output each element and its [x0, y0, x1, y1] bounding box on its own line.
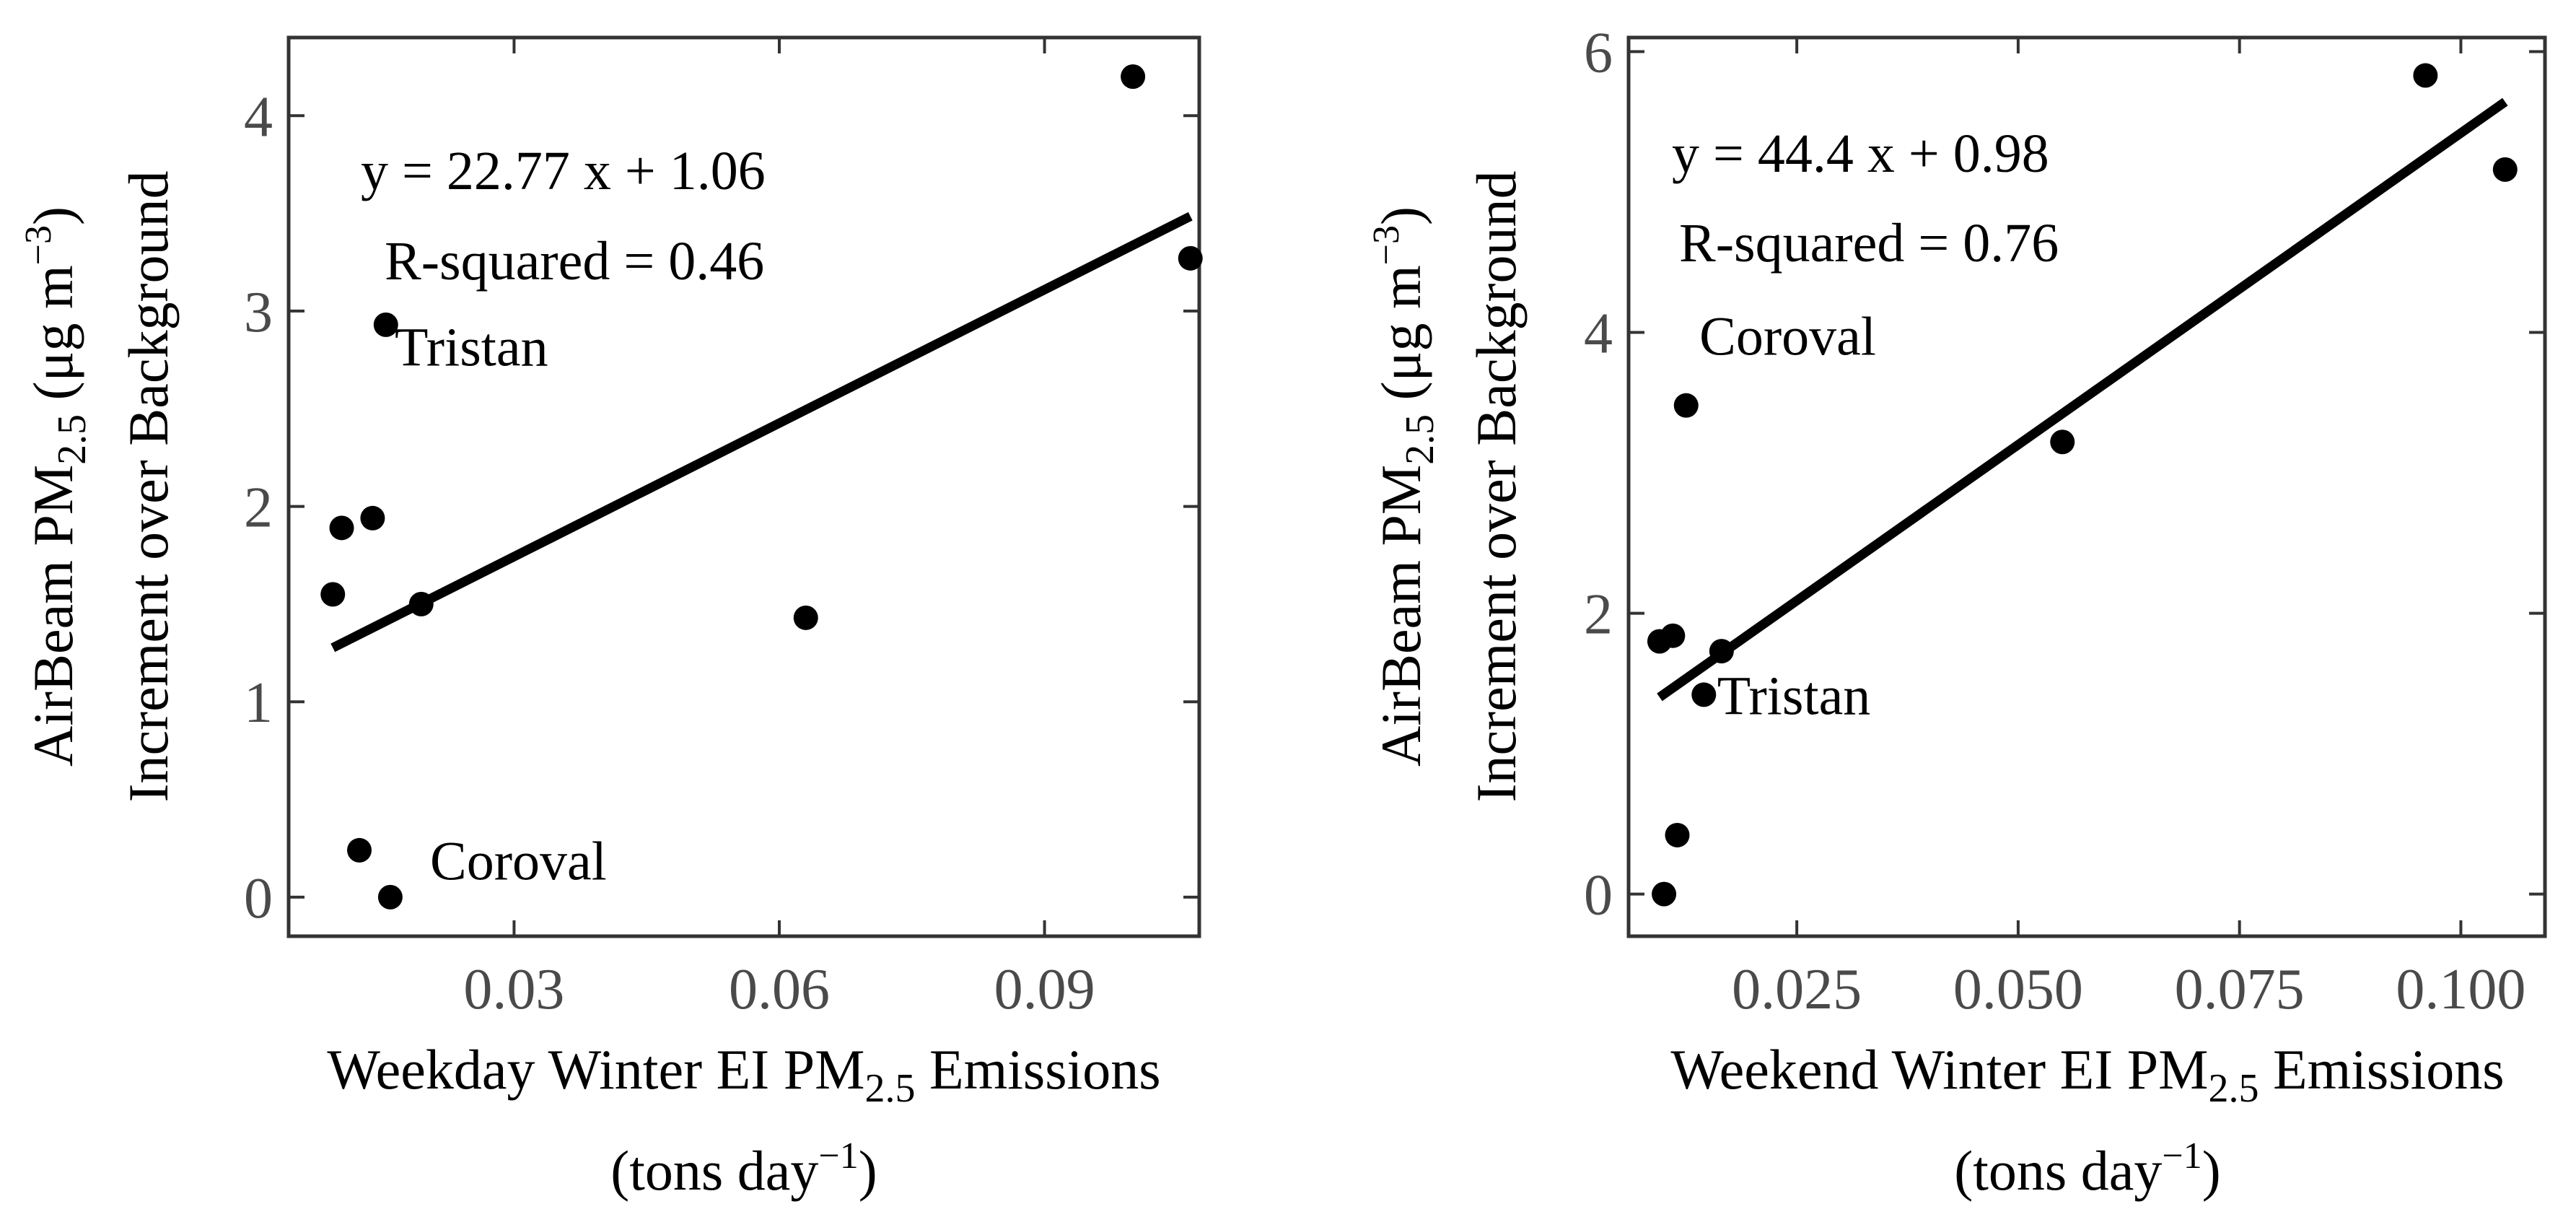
- weekday-x-axis-title: Weekday Winter EI PM2.5 Emissions: [327, 1038, 1160, 1111]
- weekday-y-tick-label: 4: [244, 85, 273, 149]
- weekend-point-label: Tristan: [1717, 666, 1871, 727]
- weekday-fit-line-group: [330, 211, 1193, 653]
- weekend-annotations: Coroval Tristan: [1699, 307, 1876, 727]
- weekend-fit-line: [1657, 97, 2508, 702]
- weekday-data-point: [329, 515, 354, 541]
- weekend-x-axis-units: (tons day−1): [1954, 1135, 2220, 1202]
- weekday-x-tick-label: 0.06: [729, 958, 830, 1021]
- weekday-point-label: Coroval: [430, 832, 607, 892]
- weekday-data-point: [360, 505, 385, 531]
- weekend-data-point: [2413, 63, 2438, 88]
- weekday-y-tick-label: 0: [244, 867, 273, 930]
- weekday-data-point: [347, 837, 372, 863]
- weekend-equation: y = 44.4 x + 0.98: [1672, 123, 2049, 184]
- weekday-plot-frame: [286, 35, 1201, 938]
- weekday-y-axis-subtitle: Increment over Background: [117, 171, 180, 803]
- weekday-y-tick-label: 3: [244, 281, 273, 344]
- weekend-x-tick-label: 0.050: [1953, 958, 2083, 1021]
- weekday-data-point: [320, 582, 346, 607]
- weekday-data-point: [373, 312, 398, 337]
- weekend-point-label: Coroval: [1699, 307, 1876, 367]
- weekday-ticks: 0.03 0.06 0.09 0 1 2 3 4: [244, 38, 1199, 1021]
- weekend-data-point: [1691, 682, 1717, 707]
- weekday-data-point: [1121, 64, 1146, 90]
- weekend-r-squared: R-squared = 0.76: [1679, 213, 2059, 274]
- weekend-data-points: [1647, 63, 2518, 907]
- weekend-x-tick-label: 0.100: [2396, 958, 2525, 1021]
- weekday-equation: y = 22.77 x + 1.06: [361, 141, 766, 201]
- weekend-data-point: [1673, 393, 1699, 418]
- weekday-data-point: [793, 605, 818, 630]
- weekend-data-point: [1665, 822, 1690, 847]
- weekday-chart-panel: 0.03 0.06 0.09 0 1 2 3 4 Tristan Coroval y = 22.…: [18, 35, 1203, 1202]
- weekend-y-tick-label: 0: [1584, 864, 1613, 928]
- weekday-y-axis-title: AirBeam PM2.5 (μg m−3): [18, 206, 95, 767]
- weekend-data-point: [1709, 639, 1734, 664]
- weekend-y-tick-label: 2: [1584, 583, 1613, 647]
- weekend-y-axis-title: AirBeam PM2.5 (μg m−3): [1366, 206, 1442, 767]
- weekday-annotations: Tristan Coroval: [395, 318, 607, 892]
- weekday-data-point: [408, 591, 434, 616]
- weekend-y-axis-subtitle: Increment over Background: [1465, 171, 1528, 803]
- weekend-y-tick-label: 6: [1584, 21, 1613, 84]
- weekend-x-axis-title: Weekend Winter EI PM2.5 Emissions: [1670, 1038, 2504, 1111]
- weekday-data-points: [320, 64, 1203, 910]
- weekday-point-label: Tristan: [395, 318, 548, 378]
- weekend-x-tick-label: 0.075: [2175, 958, 2305, 1021]
- weekend-data-point: [2492, 157, 2518, 182]
- weekend-data-point: [2050, 429, 2075, 455]
- weekend-data-point: [1652, 881, 1677, 907]
- weekday-x-tick-label: 0.09: [994, 958, 1095, 1021]
- weekend-plot-frame: [1626, 35, 2547, 938]
- weekday-r-squared: R-squared = 0.46: [385, 231, 764, 292]
- weekday-x-tick-label: 0.03: [463, 958, 564, 1021]
- weekend-y-tick-label: 4: [1584, 302, 1613, 366]
- weekend-fit-line-group: [1657, 97, 2508, 702]
- weekend-x-tick-label: 0.025: [1732, 958, 1862, 1021]
- weekday-data-point: [377, 884, 403, 910]
- weekday-y-tick-label: 2: [244, 476, 273, 540]
- weekend-ticks: 0.025 0.050 0.075 0.100 0 2 4 6: [1584, 21, 2545, 1021]
- weekday-y-tick-label: 1: [244, 671, 273, 735]
- weekday-fit-line: [330, 211, 1193, 653]
- weekend-data-point: [1660, 623, 1686, 648]
- weekday-data-point: [1178, 245, 1203, 271]
- weekday-x-axis-units: (tons day−1): [610, 1135, 877, 1202]
